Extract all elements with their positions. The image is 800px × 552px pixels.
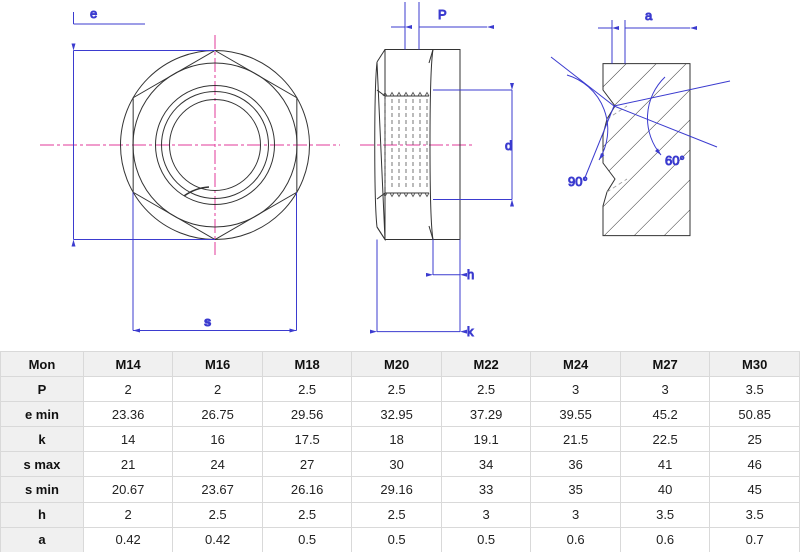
svg-text:d: d [505, 138, 512, 153]
svg-text:90°: 90° [568, 174, 588, 189]
svg-text:60°: 60° [665, 153, 685, 168]
svg-text:k: k [467, 324, 474, 339]
svg-text:a: a [645, 8, 653, 23]
svg-text:P: P [438, 7, 447, 22]
svg-text:e: e [90, 6, 97, 21]
svg-text:h: h [467, 267, 474, 282]
svg-text:s: s [204, 314, 211, 329]
